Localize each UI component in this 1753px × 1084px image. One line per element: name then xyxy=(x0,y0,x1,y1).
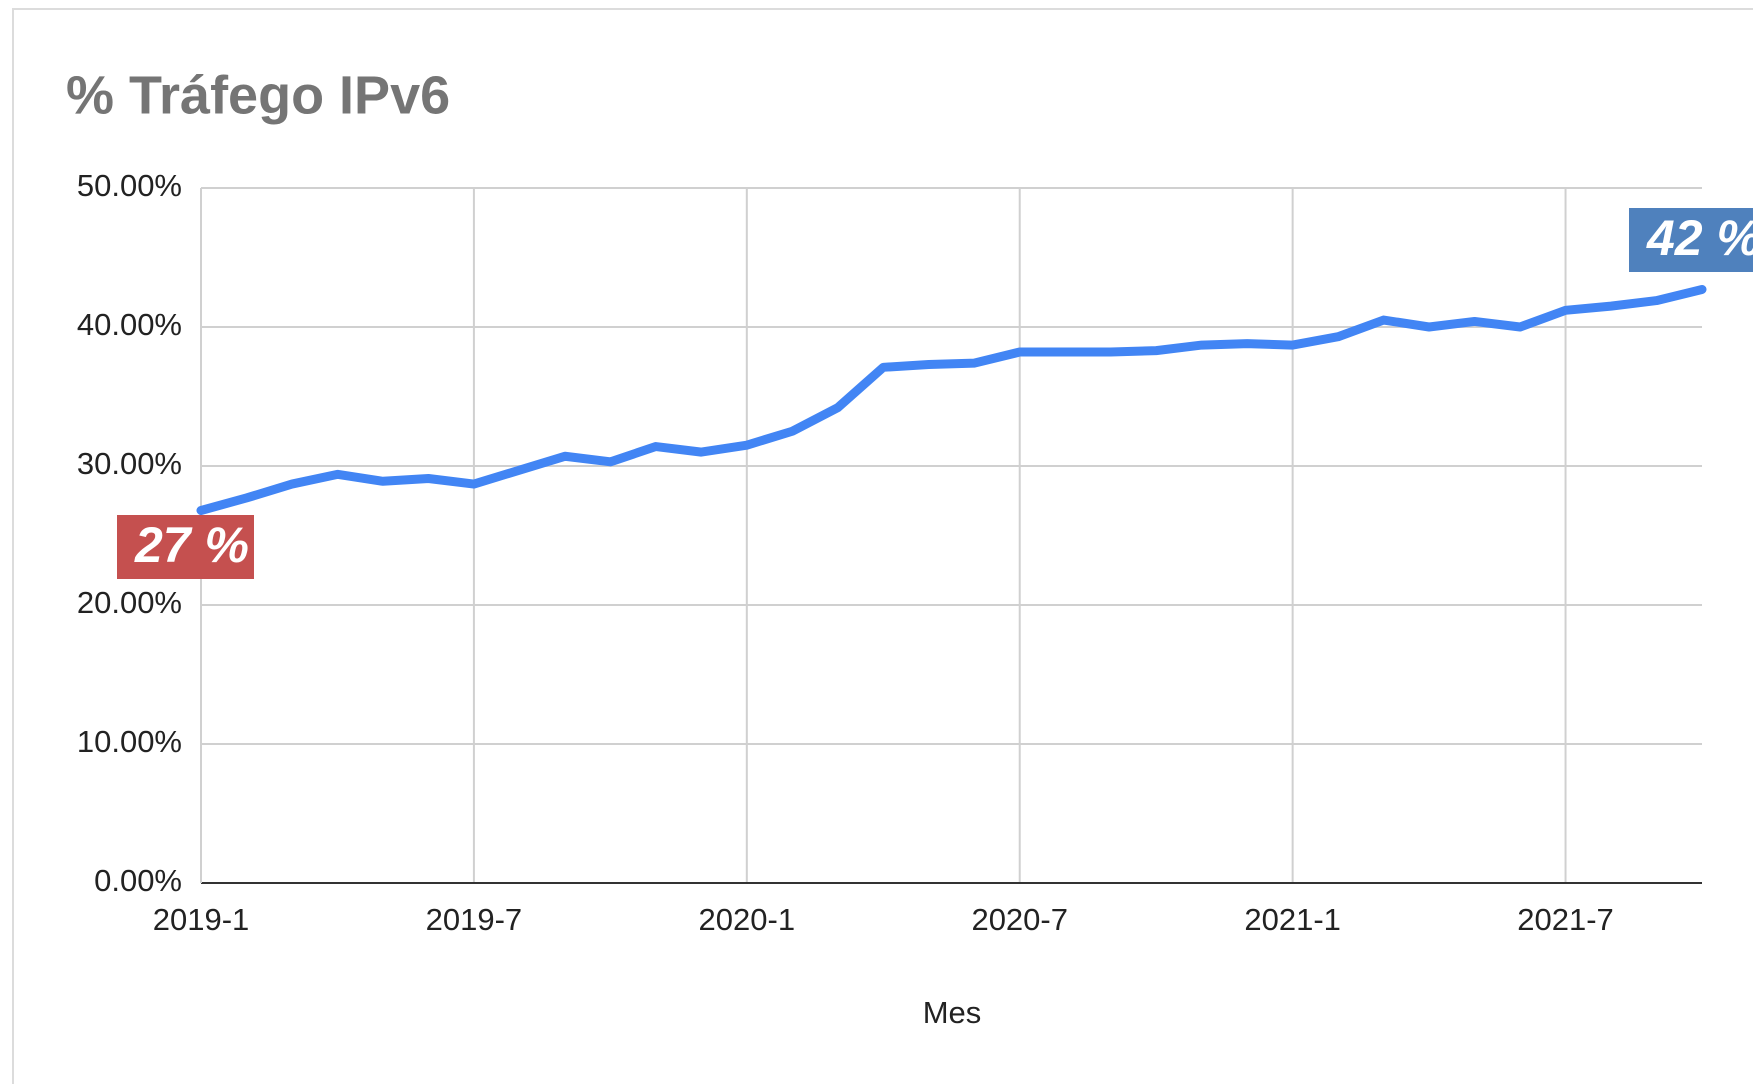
card xyxy=(12,8,1753,1084)
x-tick-label: 2021-1 xyxy=(1244,902,1341,937)
annotation-text: 27 % xyxy=(134,517,249,573)
annotation-box xyxy=(1629,208,1753,272)
y-tick-label: 10.00% xyxy=(77,724,182,759)
x-tick-label: 2019-1 xyxy=(153,902,250,937)
y-tick-label: 20.00% xyxy=(77,585,182,620)
line-series xyxy=(196,284,1707,515)
x-tick-label: 2020-1 xyxy=(699,902,796,937)
x-tick-label: 2019-7 xyxy=(426,902,523,937)
y-tick-label: 30.00% xyxy=(77,446,182,481)
chart-title: % Tráfego IPv6 xyxy=(66,65,450,125)
x-tick-label: 2021-7 xyxy=(1517,902,1614,937)
x-axis-label: Mes xyxy=(923,995,982,1030)
y-tick-label: 50.00% xyxy=(77,168,182,203)
y-tick-label: 0.00% xyxy=(94,863,182,898)
annotation-box xyxy=(117,515,254,579)
annotation-text: 42 % xyxy=(1646,210,1753,266)
y-tick-label: 40.00% xyxy=(77,307,182,342)
x-tick-label: 2020-7 xyxy=(971,902,1068,937)
